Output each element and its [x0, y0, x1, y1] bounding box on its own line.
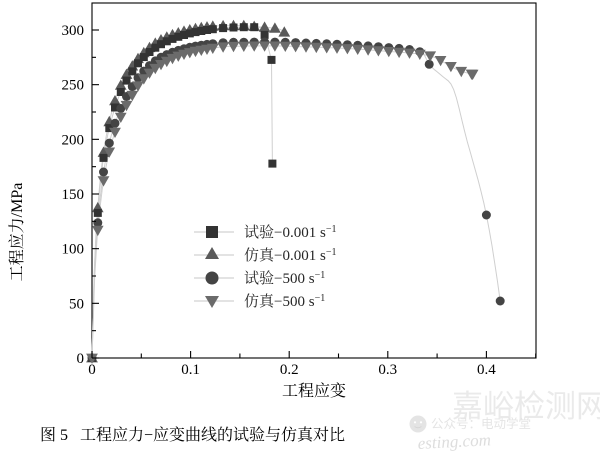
svg-text:150: 150	[62, 187, 85, 203]
svg-text:仿真−0.001 s−1: 仿真−0.001 s−1	[244, 246, 336, 264]
svg-text:0: 0	[88, 362, 96, 378]
svg-text:0: 0	[77, 351, 85, 367]
svg-text:300: 300	[62, 23, 85, 39]
svg-text:工程应力/MPa: 工程应力/MPa	[8, 183, 26, 282]
svg-text:esting.com: esting.com	[417, 430, 491, 453]
svg-text:试验−500 s−1: 试验−500 s−1	[244, 270, 325, 287]
svg-text:200: 200	[62, 132, 85, 148]
svg-text:0.2: 0.2	[280, 362, 299, 378]
svg-text:100: 100	[62, 242, 85, 258]
svg-text:试验−0.001 s−1: 试验−0.001 s−1	[244, 224, 336, 241]
svg-text:0.1: 0.1	[181, 362, 200, 378]
svg-text:50: 50	[69, 296, 84, 312]
svg-text:0.4: 0.4	[477, 362, 496, 378]
svg-text:公众号：电动学堂: 公众号：电动学堂	[431, 416, 531, 431]
svg-text:工程应变: 工程应变	[282, 382, 346, 400]
svg-text:图 5 工程应力−应变曲线的试验与仿真对比: 图 5 工程应力−应变曲线的试验与仿真对比	[40, 425, 345, 444]
svg-text:250: 250	[62, 78, 85, 94]
svg-text:0.3: 0.3	[378, 362, 397, 378]
svg-text:仿真−500 s−1: 仿真−500 s−1	[244, 292, 325, 310]
